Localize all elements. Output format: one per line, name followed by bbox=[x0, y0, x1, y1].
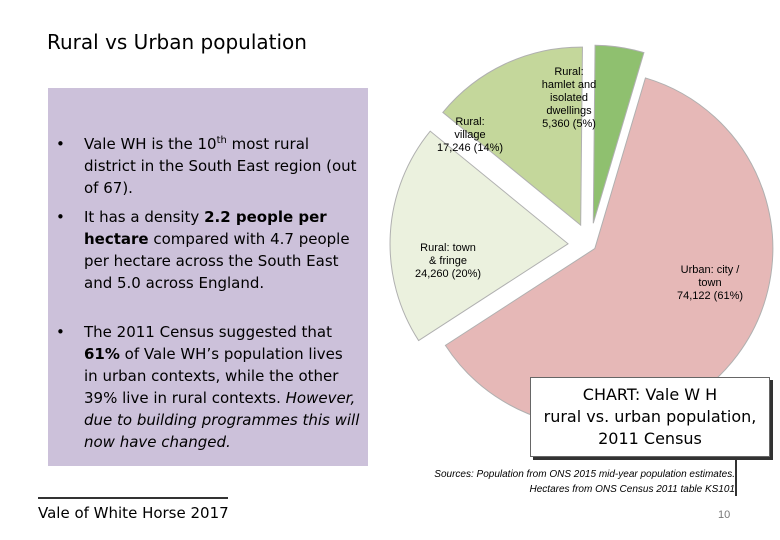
page-number: 10 bbox=[718, 509, 731, 521]
pie-slice-hamlet bbox=[592, 44, 645, 224]
bullet-3-text: The 2011 Census suggested that 61% of Va… bbox=[84, 323, 360, 451]
pie-slice-village bbox=[442, 46, 583, 227]
bullet-3: • The 2011 Census suggested that 61% of … bbox=[56, 321, 360, 453]
slice-label-hamlet: Rural: hamlet and isolated dwellings 5,360 (… bbox=[541, 66, 597, 130]
footer-text: Vale of White Horse 2017 bbox=[38, 504, 229, 522]
pie-slice-town-fringe bbox=[389, 130, 569, 342]
bullet-1-text: Vale WH is the 10th most rural district … bbox=[84, 135, 357, 197]
bullet-marker: • bbox=[56, 208, 65, 226]
slice-label-village: Rural: village 17,246 (14%) bbox=[436, 116, 504, 154]
bullet-marker: • bbox=[56, 323, 65, 341]
bullet-panel: • Vale WH is the 10th most rural distric… bbox=[48, 88, 368, 466]
slide-title: Rural vs Urban population bbox=[47, 30, 307, 54]
pie-slice-urban bbox=[444, 77, 774, 428]
slice-label-urban: Urban: city / town 74,122 (61%) bbox=[676, 264, 744, 302]
footer-divider bbox=[38, 497, 228, 499]
bullet-2-text: It has a density 2.2 people per hectare … bbox=[84, 208, 350, 292]
sources-divider bbox=[735, 460, 737, 496]
bullet-marker: • bbox=[56, 135, 65, 153]
sources-note: Sources: Population from ONS 2015 mid-ye… bbox=[434, 469, 735, 495]
bullet-1: • Vale WH is the 10th most rural distric… bbox=[56, 133, 360, 199]
bullet-2: • It has a density 2.2 people per hectar… bbox=[56, 206, 360, 294]
slice-label-town-fringe: Rural: town & fringe 24,260 (20%) bbox=[414, 242, 482, 280]
